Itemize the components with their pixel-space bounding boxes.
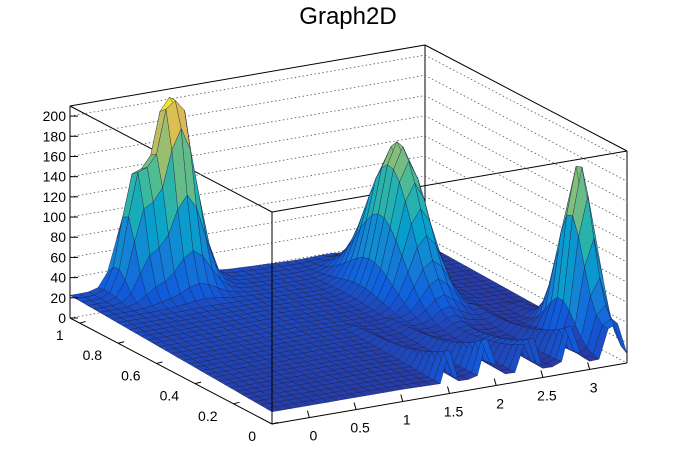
back-edge <box>271 150 628 213</box>
x-tick-label: 2 <box>496 395 504 411</box>
z-tick-label: 160 <box>43 148 67 164</box>
front-edge <box>69 317 273 425</box>
z-tick-label: 60 <box>50 249 66 265</box>
z-tick-label: 80 <box>50 229 66 245</box>
y-tick-label: 0.8 <box>83 347 103 363</box>
z-tick-label: 100 <box>43 209 67 225</box>
back-edge <box>424 44 628 152</box>
x-tick-label: 2.5 <box>537 387 557 403</box>
y-tick <box>79 321 86 324</box>
x-tick-label: 1 <box>403 412 411 428</box>
x-tick <box>587 362 591 370</box>
y-tick <box>194 381 202 385</box>
z-tick-label: 180 <box>43 128 67 144</box>
z-tick-label: 140 <box>43 169 67 185</box>
axes: 02040608010012014016018020000.20.40.60.8… <box>43 106 598 444</box>
x-tick <box>447 386 450 394</box>
x-tick <box>400 394 404 402</box>
x-tick <box>540 370 544 378</box>
surface-mesh <box>69 96 628 412</box>
x-tick-label: 0.5 <box>350 420 370 436</box>
y-tick-label: 0.4 <box>160 388 180 404</box>
y-tick-label: 0 <box>248 428 256 444</box>
y-tick-label: 0.2 <box>198 408 218 424</box>
z-grid-line <box>69 74 628 182</box>
x-tick <box>493 378 497 386</box>
chart-title: Graph2D <box>299 3 396 30</box>
z-tick-label: 40 <box>50 270 66 286</box>
z-tick-label: 20 <box>50 290 66 306</box>
y-tick <box>156 361 163 364</box>
z-tick-label: 0 <box>58 310 66 326</box>
back-edge <box>69 44 426 107</box>
z-grid-line <box>69 54 628 162</box>
y-tick-label: 1 <box>56 327 64 343</box>
x-tick <box>353 402 357 410</box>
y-tick-label: 0.6 <box>121 367 141 383</box>
y-tick <box>233 401 240 405</box>
y-tick <box>271 422 279 425</box>
y-tick <box>117 341 125 344</box>
z-tick-label: 200 <box>43 108 67 124</box>
x-tick-label: 1.5 <box>444 404 464 420</box>
x-tick-label: 3 <box>590 379 598 395</box>
surface-cell <box>611 318 628 354</box>
z-tick-label: 120 <box>43 189 67 205</box>
x-tick <box>306 410 310 418</box>
x-tick-label: 0 <box>309 428 317 444</box>
